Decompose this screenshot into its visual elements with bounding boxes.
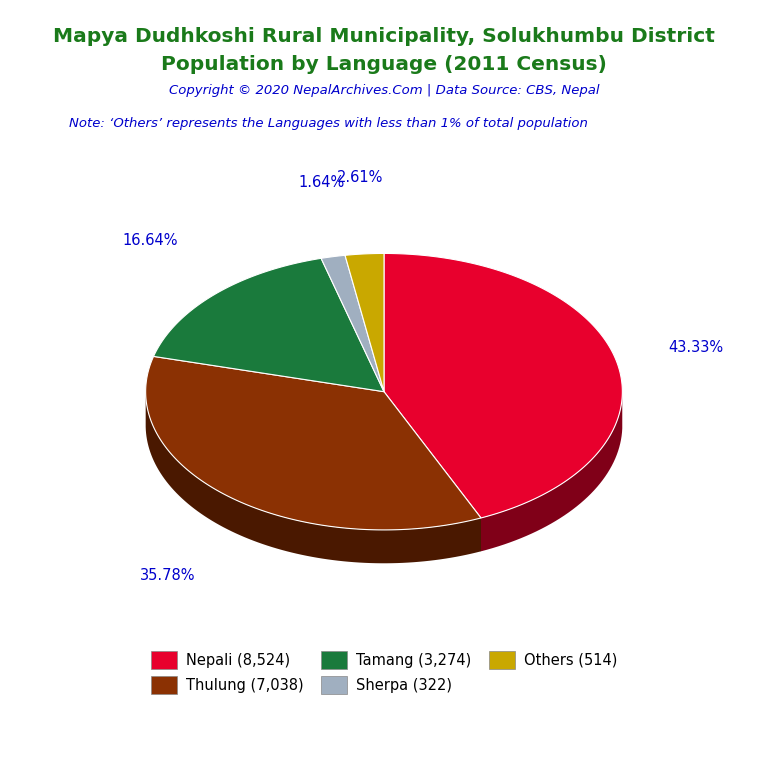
Polygon shape <box>345 253 384 392</box>
Text: 2.61%: 2.61% <box>337 170 383 185</box>
Polygon shape <box>384 253 622 518</box>
Text: Note: ‘Others’ represents the Languages with less than 1% of total population: Note: ‘Others’ represents the Languages … <box>69 117 588 130</box>
Text: 43.33%: 43.33% <box>668 339 723 355</box>
Text: Copyright © 2020 NepalArchives.Com | Data Source: CBS, Nepal: Copyright © 2020 NepalArchives.Com | Dat… <box>169 84 599 98</box>
Text: 1.64%: 1.64% <box>299 174 345 190</box>
Text: 35.78%: 35.78% <box>140 568 196 583</box>
Text: Mapya Dudhkoshi Rural Municipality, Solukhumbu District: Mapya Dudhkoshi Rural Municipality, Solu… <box>53 27 715 46</box>
Polygon shape <box>146 394 481 563</box>
Polygon shape <box>481 395 622 551</box>
Polygon shape <box>384 392 481 551</box>
Polygon shape <box>384 392 481 551</box>
Polygon shape <box>146 356 481 530</box>
Text: 16.64%: 16.64% <box>122 233 177 248</box>
Polygon shape <box>154 258 384 392</box>
Polygon shape <box>321 255 384 392</box>
Legend: Nepali (8,524), Thulung (7,038), Tamang (3,274), Sherpa (322), Others (514): Nepali (8,524), Thulung (7,038), Tamang … <box>145 645 623 700</box>
Text: Population by Language (2011 Census): Population by Language (2011 Census) <box>161 55 607 74</box>
